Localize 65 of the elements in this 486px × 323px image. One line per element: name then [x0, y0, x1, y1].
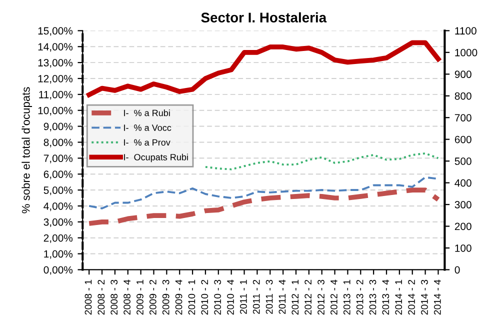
x-tick-label: 2013 - 4: [382, 280, 390, 315]
line-series: [204, 152, 440, 170]
x-tick-label: 2009 - 3: [162, 280, 170, 315]
x-tick-label: 2014 - 4: [434, 280, 441, 315]
x-tick-label: 2011 - 3: [266, 280, 273, 314]
y-tick-label: 0,00%: [44, 266, 73, 275]
x-tick-label: 2010 - 1: [188, 280, 196, 315]
y2-tick-label: 1000: [455, 48, 478, 56]
y2-tick-label: 800: [454, 92, 472, 100]
x-tick-label: 2009 - 1: [136, 280, 144, 315]
y2-tick-label: 100: [455, 244, 472, 252]
y-tick-label: 9,00%: [44, 122, 73, 132]
x-tick-label: 2012 - 1: [292, 280, 299, 315]
y-tick-label: 5,00%: [44, 186, 73, 196]
y2-tick-label: 0: [454, 266, 460, 274]
x-tick-label: 2010 - 4: [227, 280, 234, 315]
legend-label: I- % a Prov: [124, 139, 170, 146]
x-tick-label: 2014 - 1: [395, 280, 402, 315]
x-tick-label: 2012 - 4: [330, 280, 338, 315]
legend-label: I- Ocupats Rubi: [124, 154, 188, 162]
y-tick-label: 3,00%: [44, 218, 73, 228]
x-tick-label: 2013 - 1: [343, 280, 350, 315]
x-tick-label: 2014 - 2: [408, 280, 415, 315]
y-tick-label: 7,00%: [44, 154, 73, 164]
line-series: [86, 188, 441, 226]
y-tick-label: 1,00%: [44, 250, 73, 259]
y-tick-label: 12,00%: [38, 74, 73, 84]
x-tick-label: 2013 - 2: [356, 280, 364, 315]
legend-label: I- % a Rubi: [124, 110, 170, 116]
x-tick-label: 2008 - 3: [110, 280, 118, 315]
y2-tick-label: 300: [454, 201, 472, 208]
y-axis-title: % sobre el total d'ocupats: [22, 87, 32, 214]
line-series: [86, 40, 441, 98]
y2-tick-label: 1100: [455, 27, 476, 35]
y-tick-label: 14,00%: [38, 43, 73, 52]
y-tick-label: 4,00%: [44, 202, 73, 212]
x-tick-label: 2009 - 2: [149, 280, 156, 315]
y2-tick-label: 200: [454, 222, 472, 230]
y-tick-label: 8,00%: [44, 138, 73, 148]
x-tick-label: 2010 - 2: [201, 280, 208, 315]
x-tick-label: 2008 - 4: [124, 280, 130, 315]
x-tick-label: 2010 - 3: [214, 280, 222, 315]
x-tick-label: 2013 - 3: [369, 280, 376, 315]
y2-tick-label: 500: [454, 158, 472, 165]
y-tick-label: 6,00%: [44, 170, 73, 180]
x-tick-label: 2012 - 3: [318, 280, 324, 315]
x-tick-label: 2009 - 4: [175, 280, 182, 315]
y2-tick-label: 700: [454, 114, 472, 122]
x-tick-label: 2011 - 1: [240, 280, 247, 314]
y-tick-label: 13,00%: [38, 59, 73, 68]
y-tick-label: 2,00%: [44, 234, 73, 243]
y2-tick-label: 600: [454, 136, 472, 144]
y-tick-label: 11,00%: [39, 90, 73, 100]
chart-title: Sector I. Hostaleria: [201, 12, 327, 22]
y2-tick-label: 900: [454, 70, 472, 78]
x-tick-label: 2011 - 2: [252, 280, 260, 314]
y-tick-label: 15,00%: [38, 27, 73, 36]
y2-tick-label: 400: [454, 179, 472, 187]
x-tick-label: 2011 - 4: [278, 280, 286, 314]
x-tick-label: 2012 - 2: [304, 280, 312, 315]
legend-label: I- % a Vocc: [124, 124, 172, 131]
y-tick-label: 10,00%: [38, 106, 73, 116]
x-tick-label: 2008 - 1: [84, 280, 92, 315]
x-tick-label: 2008 - 2: [98, 280, 105, 315]
x-tick-label: 2014 - 3: [421, 280, 428, 315]
